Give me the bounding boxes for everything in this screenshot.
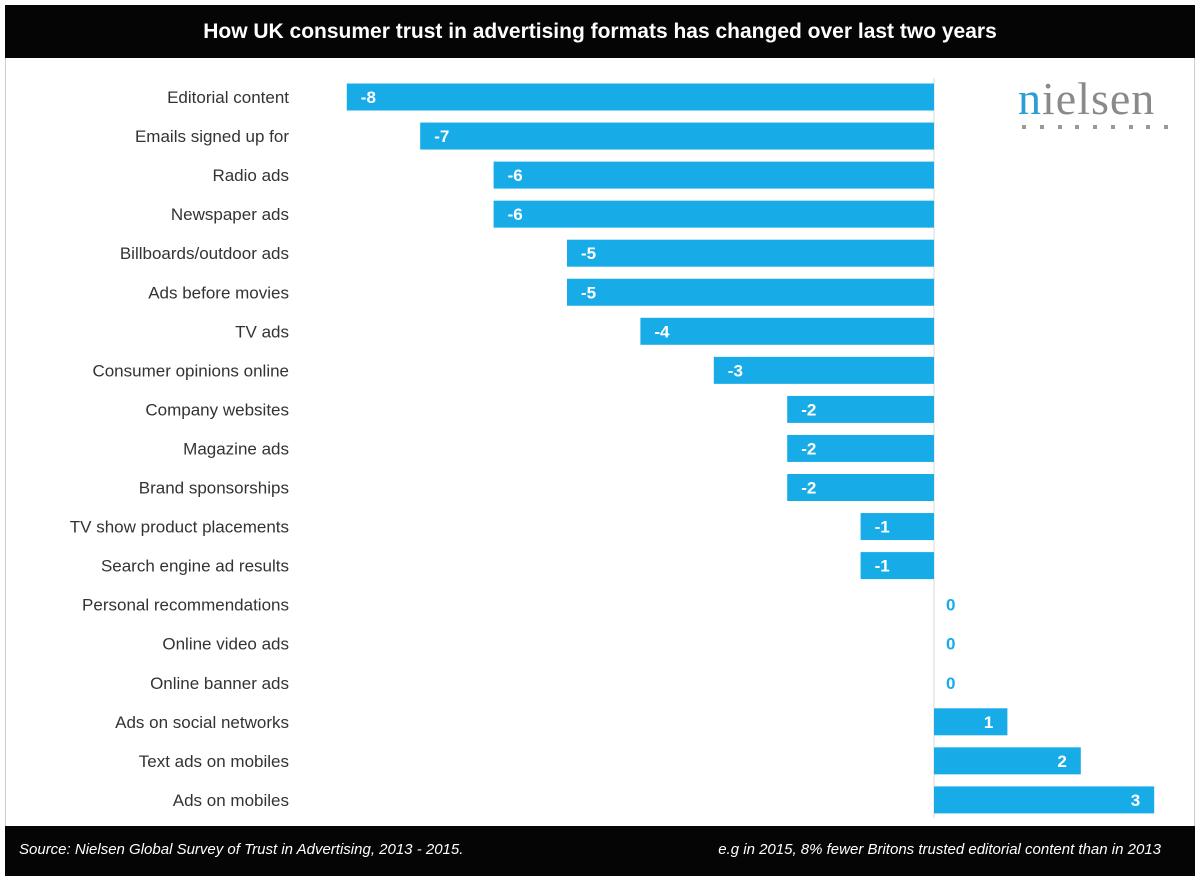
category-label: Online banner ads: [150, 674, 289, 693]
category-label: Company websites: [145, 400, 289, 419]
data-label: -2: [801, 439, 816, 458]
data-label: -1: [875, 518, 890, 537]
category-label: Ads before movies: [148, 283, 289, 302]
data-label: -5: [581, 244, 596, 263]
category-label: Online video ads: [162, 635, 289, 654]
data-label: 3: [1131, 791, 1140, 810]
bar: [860, 552, 934, 580]
chart-title-text: How UK consumer trust in advertising for…: [203, 19, 997, 43]
category-label: Brand sponsorships: [139, 479, 289, 498]
bar: [787, 434, 934, 462]
data-label: -6: [508, 166, 523, 185]
category-label: Ads on mobiles: [173, 791, 289, 810]
bar: [934, 786, 1155, 814]
category-label: Magazine ads: [183, 439, 289, 458]
bar: [346, 83, 934, 111]
category-label: Emails signed up for: [135, 127, 289, 146]
bar: [713, 356, 934, 384]
category-label: Billboards/outdoor ads: [120, 244, 289, 263]
category-label: Text ads on mobiles: [139, 752, 289, 771]
category-label: Editorial content: [167, 88, 289, 107]
bar: [567, 278, 934, 306]
bar: [640, 317, 934, 345]
data-label: -4: [654, 322, 670, 341]
data-label: 0: [946, 674, 955, 693]
footer: Source: Nielsen Global Survey of Trust i…: [5, 826, 1195, 876]
bar: [934, 747, 1081, 775]
nielsen-logo-dots: [1022, 125, 1168, 129]
category-label: Consumer opinions online: [92, 361, 289, 380]
data-label: 2: [1057, 752, 1066, 771]
data-label: -6: [508, 205, 523, 224]
bar: [567, 239, 934, 267]
bar: [493, 200, 934, 228]
nielsen-logo: nielsen: [1018, 73, 1156, 124]
bar: [934, 708, 1008, 736]
bar: [860, 513, 934, 541]
footer-source: Source: Nielsen Global Survey of Trust i…: [19, 841, 464, 858]
data-label: 0: [946, 596, 955, 615]
bar: [787, 395, 934, 423]
data-label: -1: [875, 557, 890, 576]
category-label: TV show product placements: [70, 518, 289, 537]
bar: [493, 161, 934, 189]
category-label: TV ads: [235, 322, 289, 341]
category-label: Personal recommendations: [82, 596, 289, 615]
chart-title: How UK consumer trust in advertising for…: [5, 5, 1195, 58]
bar: [420, 122, 934, 150]
data-label: 1: [984, 713, 993, 732]
data-label: -7: [434, 127, 449, 146]
category-label: Radio ads: [212, 166, 289, 185]
category-label: Search engine ad results: [101, 557, 289, 576]
footer-note: e.g in 2015, 8% fewer Britons trusted ed…: [718, 841, 1161, 858]
data-label: -3: [728, 361, 743, 380]
category-label: Newspaper ads: [171, 205, 289, 224]
data-label: -8: [361, 88, 376, 107]
data-label: -5: [581, 283, 596, 302]
category-label: Ads on social networks: [115, 713, 289, 732]
data-label: -2: [801, 479, 816, 498]
data-label: 0: [946, 635, 955, 654]
data-label: -2: [801, 400, 816, 419]
bar: [787, 474, 934, 501]
